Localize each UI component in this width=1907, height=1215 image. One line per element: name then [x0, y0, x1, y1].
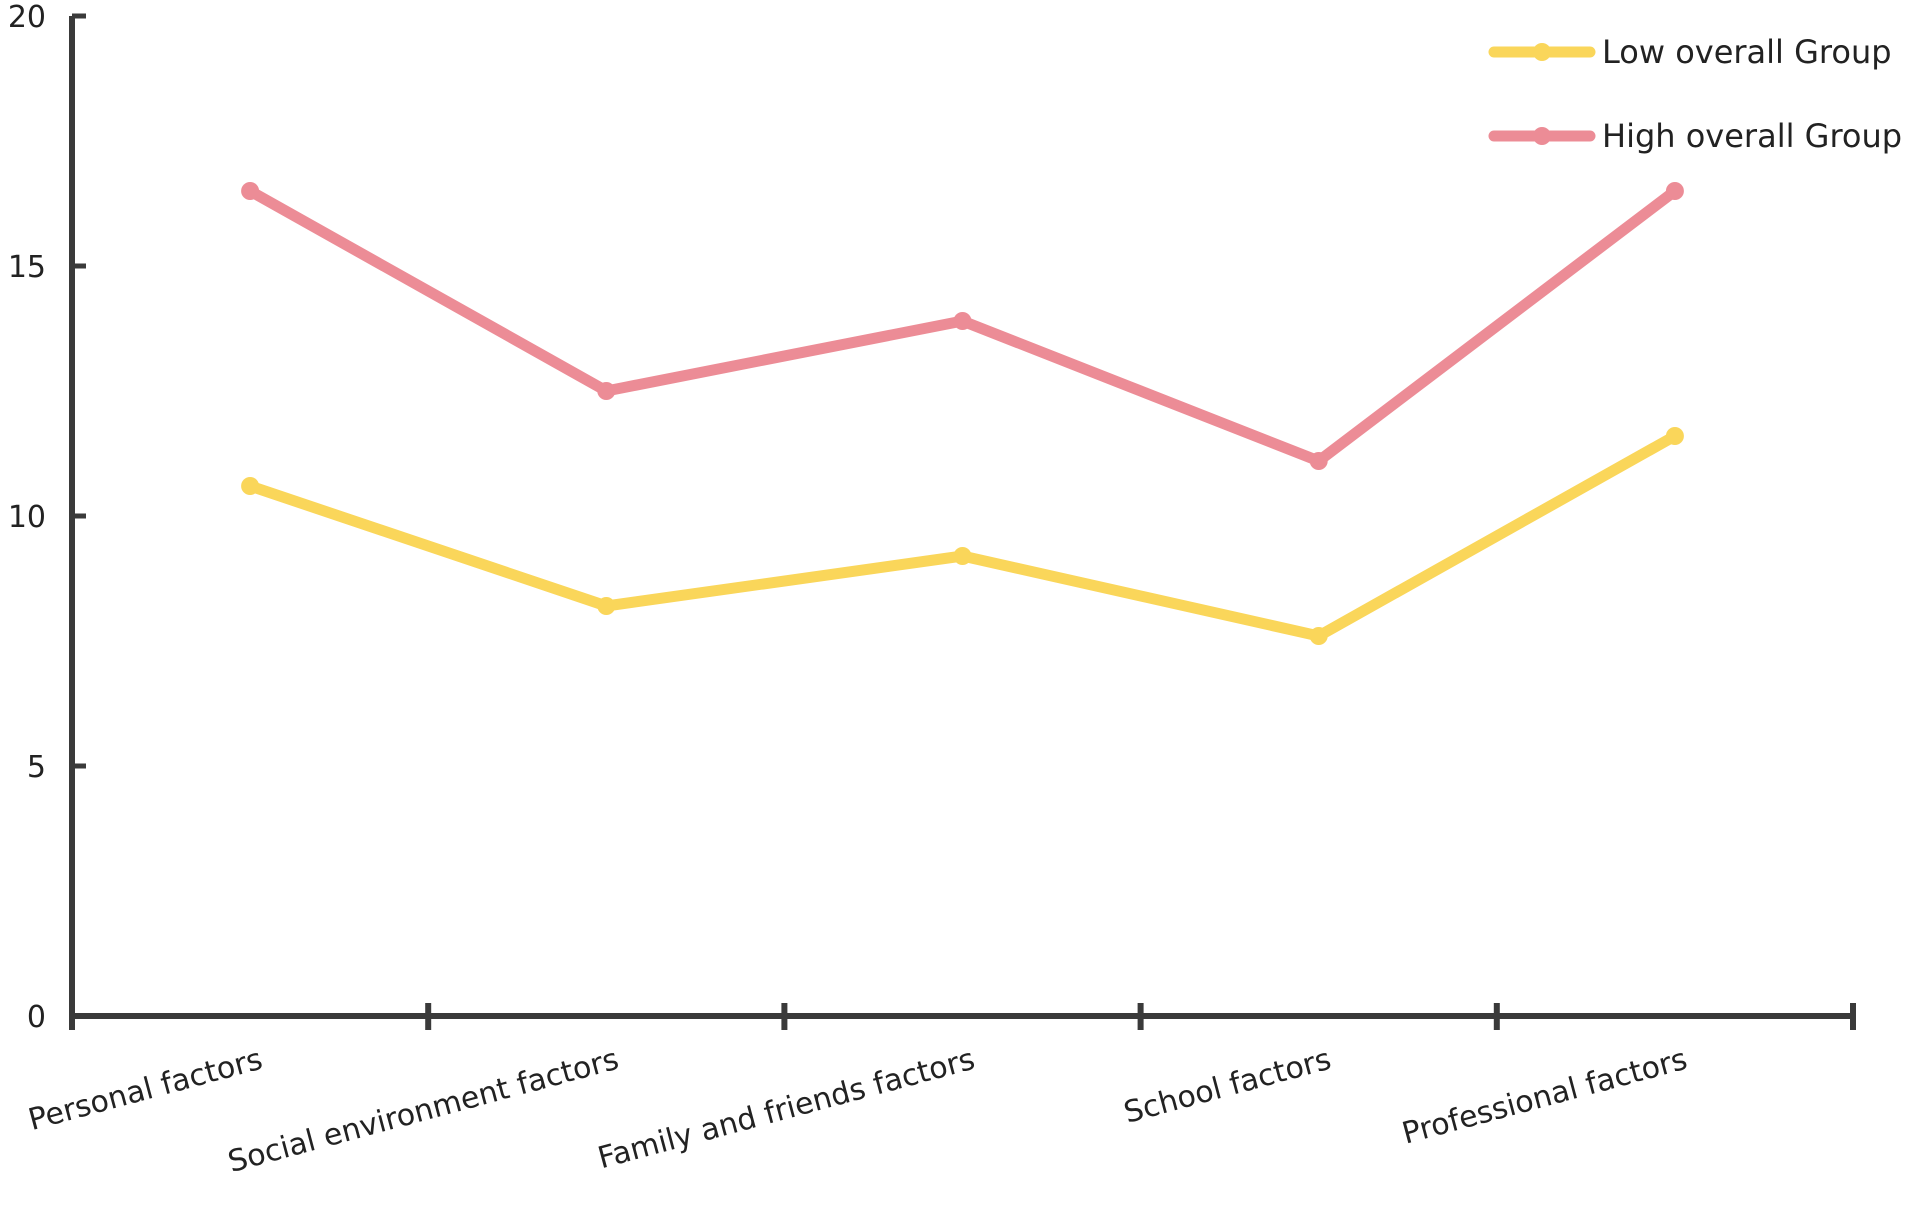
x-category-label: Family and friends factors — [594, 1042, 978, 1176]
y-tick-label: 15 — [8, 250, 46, 285]
data-point — [1309, 452, 1328, 470]
data-point — [1665, 427, 1684, 445]
legend-item: High overall Group — [1488, 117, 1902, 155]
legend: Low overall Group High overall Group — [1488, 33, 1902, 155]
x-category-label: Professional factors — [1399, 1042, 1691, 1152]
y-tick-label: 5 — [27, 750, 46, 785]
series-1 — [241, 182, 1684, 470]
legend-item: Low overall Group — [1488, 33, 1892, 71]
data-point — [1309, 627, 1328, 645]
legend-swatch-marker — [1533, 43, 1551, 61]
y-tick-label: 20 — [8, 0, 46, 35]
data-point — [1665, 182, 1684, 200]
legend-label: Low overall Group — [1602, 33, 1892, 71]
y-tick-label: 10 — [8, 500, 46, 535]
y-tick-labels: 0 5 10 15 20 — [8, 0, 46, 1035]
data-point — [241, 182, 260, 200]
series-layer — [241, 182, 1684, 645]
data-point — [241, 477, 260, 495]
x-category-label: Social environment factors — [224, 1042, 622, 1180]
x-category-label: Personal factors — [25, 1042, 266, 1138]
data-point — [953, 312, 972, 330]
data-point — [597, 382, 616, 400]
data-point — [953, 547, 972, 565]
series-0 — [241, 427, 1684, 645]
data-point — [597, 597, 616, 615]
legend-swatch-marker — [1533, 127, 1551, 145]
y-tick-label: 0 — [27, 1000, 46, 1035]
legend-label: High overall Group — [1602, 117, 1902, 155]
axes — [69, 13, 1856, 1030]
x-category-label: School factors — [1120, 1042, 1334, 1131]
series-line — [244, 430, 1681, 642]
